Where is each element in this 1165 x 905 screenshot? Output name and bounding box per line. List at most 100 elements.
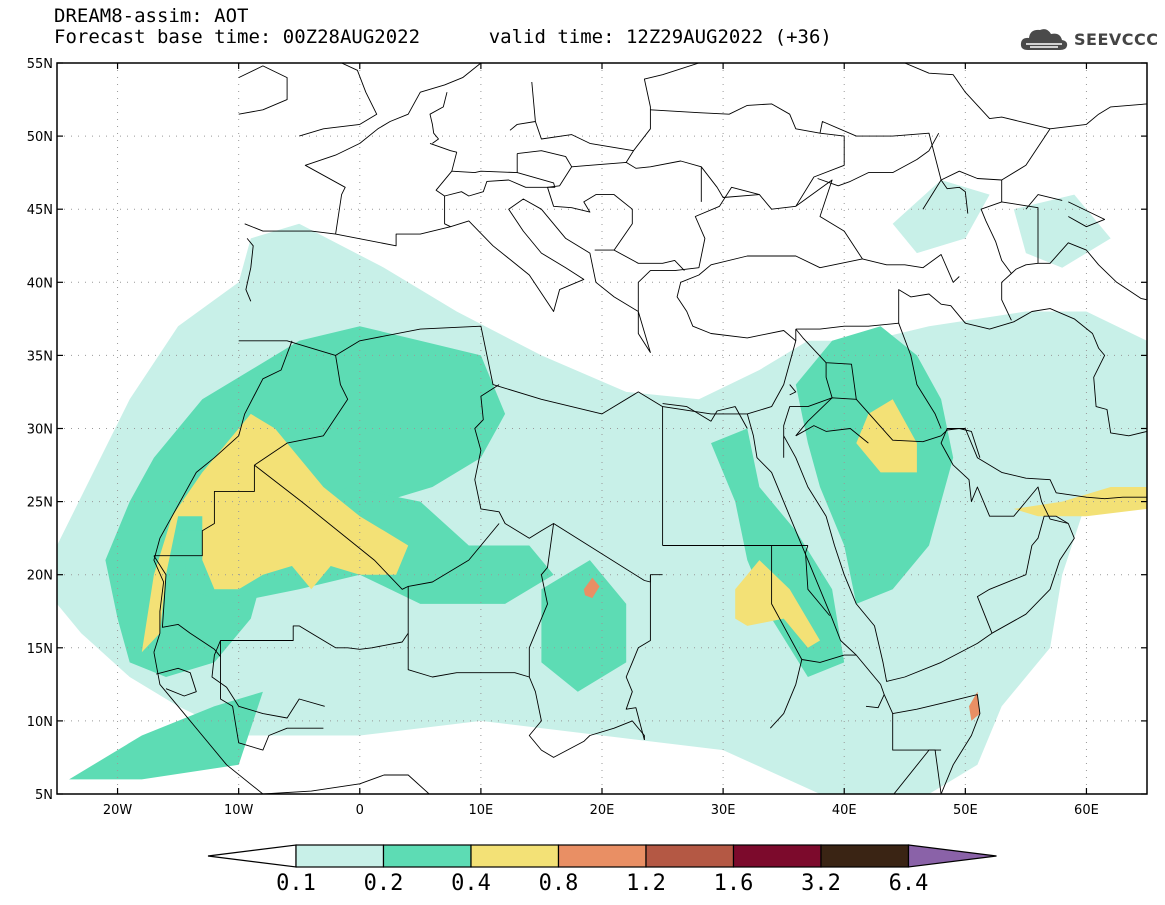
boundary-line: [662, 403, 748, 429]
cloud-icon: [1020, 29, 1068, 50]
boundary-line: [805, 545, 831, 616]
boundary-line: [528, 523, 555, 677]
aot-field-2-region-3: [735, 560, 820, 648]
colorbar-level-label: 0.8: [539, 871, 579, 896]
forecast-base-time: Forecast base time: 00Z28AUG2022: [54, 26, 421, 48]
boundary-line: [238, 325, 797, 415]
valid-time: valid time: 12Z29AUG2022 (+36): [488, 26, 832, 48]
boundary-line: [262, 774, 430, 794]
boundary-line: [1011, 262, 1039, 274]
boundary-line: [517, 150, 573, 168]
boundary-line: [509, 81, 536, 131]
boundary-line: [153, 340, 293, 653]
boundary-line: [304, 63, 482, 235]
map-axes: 5N 10N 15N 20N 25N 30N 35N 40N 45N 50N 55N 20W 10W 0 1…: [27, 57, 1147, 818]
boundary-line: [156, 667, 197, 697]
colorbar-level-label: 1.2: [626, 871, 666, 896]
aot-field-2-region-4: [1013, 487, 1147, 517]
lon-tick-label: 0: [356, 803, 364, 818]
boundary-line: [474, 384, 663, 583]
colorbar-level-label: 3.2: [801, 871, 841, 896]
lat-tick-label: 50N: [27, 130, 53, 145]
boundary-line: [1001, 201, 1147, 301]
lon-tick-label: 20W: [103, 803, 133, 818]
aot-field-2-region-0: [141, 413, 409, 653]
boundary-line: [789, 384, 797, 396]
lat-tick-label: 45N: [27, 203, 53, 218]
colorbar-segment-under: [207, 844, 297, 868]
colorbar-segment: [295, 844, 385, 868]
boundary-line: [153, 652, 264, 794]
lon-tick-label: 10E: [469, 803, 494, 818]
lon-tick-label: 30E: [711, 803, 736, 818]
lat-tick-label: 55N: [27, 57, 53, 72]
boundary-line: [1001, 103, 1147, 181]
boundary-line: [534, 121, 634, 152]
aot-fields: [57, 180, 1147, 794]
boundary-line: [650, 103, 845, 207]
boundary-line: [153, 555, 221, 657]
boundary-line: [904, 63, 1051, 130]
boundary-line: [1025, 194, 1063, 210]
coastlines-and-borders: [153, 63, 1147, 794]
colorbar-segment-over: [907, 844, 997, 868]
boundary-line: [771, 545, 857, 663]
map-plot-area: 5N 10N 15N 20N 25N 30N 35N 40N 45N 50N 55N 20W 10W 0 1…: [27, 57, 1148, 818]
boundary-line: [451, 153, 518, 174]
boundary-line: [408, 523, 500, 587]
colorbar-level-label: 1.6: [714, 871, 754, 896]
logo-text: SEEVCCC: [1074, 29, 1159, 49]
boundary-line: [865, 694, 885, 709]
colorbar-segment: [470, 844, 560, 868]
boundary-line: [211, 464, 409, 719]
map-title-block: DREAM8-assim: AOT Forecast base time: 00…: [54, 6, 832, 48]
boundary-line: [220, 640, 324, 751]
colorbar-segment: [557, 844, 647, 868]
boundary-line: [862, 254, 960, 283]
boundary-line: [254, 355, 349, 466]
aot-field-2-region-2: [856, 399, 917, 473]
boundary-line: [238, 65, 288, 115]
boundary-line: [746, 413, 981, 794]
lon-tick-label: 20E: [590, 803, 615, 818]
aot-field-3-region-0: [583, 577, 600, 599]
aot-field-0-region-1: [892, 180, 990, 254]
lat-tick-label: 40N: [27, 276, 53, 291]
boundary-line: [429, 142, 458, 228]
aot-field-1-region-3: [711, 428, 845, 677]
lat-tick-label: 30N: [27, 423, 53, 438]
aot-field-1-region-5: [69, 691, 263, 780]
colorbar-segment: [820, 844, 910, 868]
colorbar-segment: [732, 844, 822, 868]
lat-tick-label: 25N: [27, 496, 53, 511]
boundary-line: [795, 425, 869, 444]
boundary-line: [444, 172, 556, 197]
boundary-line: [976, 515, 1069, 634]
boundary-line: [940, 428, 981, 458]
lat-tick-label: 10N: [27, 715, 53, 730]
boundary-line: [817, 132, 940, 187]
lat-tick-label: 5N: [35, 788, 53, 803]
boundary-line: [700, 166, 760, 198]
colorbar-level-label: 0.2: [364, 871, 404, 896]
boundary-line: [783, 428, 1147, 682]
boundary-line: [855, 399, 942, 443]
boundary-line: [245, 238, 254, 302]
boundary-line: [153, 465, 255, 557]
graticule: [57, 63, 1147, 794]
boundary-line: [892, 713, 942, 794]
lat-tick-label: 20N: [27, 569, 53, 584]
colorbar-level-label: 0.4: [451, 871, 491, 896]
colorbar-level-label: 6.4: [889, 871, 929, 896]
boundary-line: [244, 179, 863, 353]
lat-tick-label: 35N: [27, 349, 53, 364]
boundary-line: [1068, 201, 1106, 228]
boundary-line: [898, 289, 1147, 437]
colorbar-segment: [382, 844, 472, 868]
boundary-line: [825, 362, 833, 398]
boundary-line: [795, 397, 833, 437]
aot-field-1-region-2: [541, 560, 627, 692]
colorbar-segment: [645, 844, 735, 868]
colorbar: 0.1 0.2 0.4 0.8 1.2 1.6 3.2 6.4: [207, 844, 997, 896]
